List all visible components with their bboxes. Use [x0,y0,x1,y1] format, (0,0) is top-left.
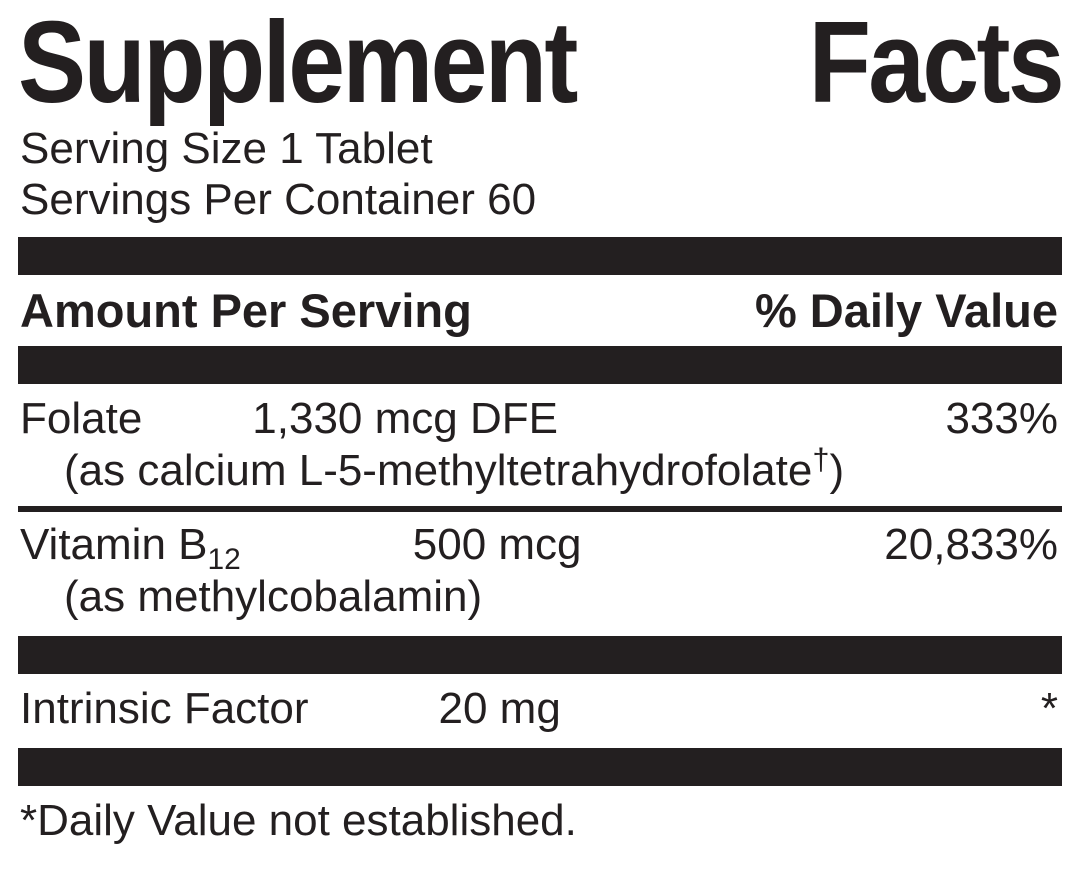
nutrient-amount: 500 mcg [241,520,838,570]
header-daily-value: % Daily Value [755,283,1058,338]
divider-thick [18,748,1062,786]
title-word-right: Facts [809,4,1062,120]
nutrient-row-b12: Vitamin B12 500 mcg 20,833% (as methylco… [18,516,1062,628]
footnote: *Daily Value not established. [18,792,1062,846]
divider-thick [18,636,1062,674]
header-amount-per-serving: Amount Per Serving [20,283,472,338]
servings-per-container: Servings Per Container 60 [20,175,1062,226]
supplement-facts-panel: Supplement Facts Serving Size 1 Tablet S… [0,0,1080,846]
divider-thin [18,506,1062,512]
nutrient-amount: 20 mg [309,684,838,734]
nutrient-dv: * [838,684,1058,734]
nutrient-name: Vitamin B12 [20,520,241,570]
nutrient-row-folate: Folate 1,330 mcg DFE 333% (as calcium L-… [18,390,1062,502]
column-headers: Amount Per Serving % Daily Value [18,281,1062,340]
serving-size: Serving Size 1 Tablet [20,124,1062,175]
nutrient-name: Folate [20,394,142,444]
divider-thick [18,346,1062,384]
nutrient-dv: 333% [838,394,1058,444]
divider-thick [18,237,1062,275]
nutrient-subtext: (as methylcobalamin) [20,570,1058,622]
nutrient-row-intrinsic: Intrinsic Factor 20 mg * [18,680,1062,740]
nutrient-dv: 20,833% [838,520,1058,570]
serving-block: Serving Size 1 Tablet Servings Per Conta… [18,124,1062,231]
nutrient-subtext: (as calcium L-5-methyltetrahydrofolate†) [20,444,1058,496]
nutrient-name: Intrinsic Factor [20,684,309,734]
title-word-left: Supplement [18,4,576,120]
nutrient-amount: 1,330 mcg DFE [142,394,838,444]
panel-title: Supplement Facts [18,0,1062,124]
